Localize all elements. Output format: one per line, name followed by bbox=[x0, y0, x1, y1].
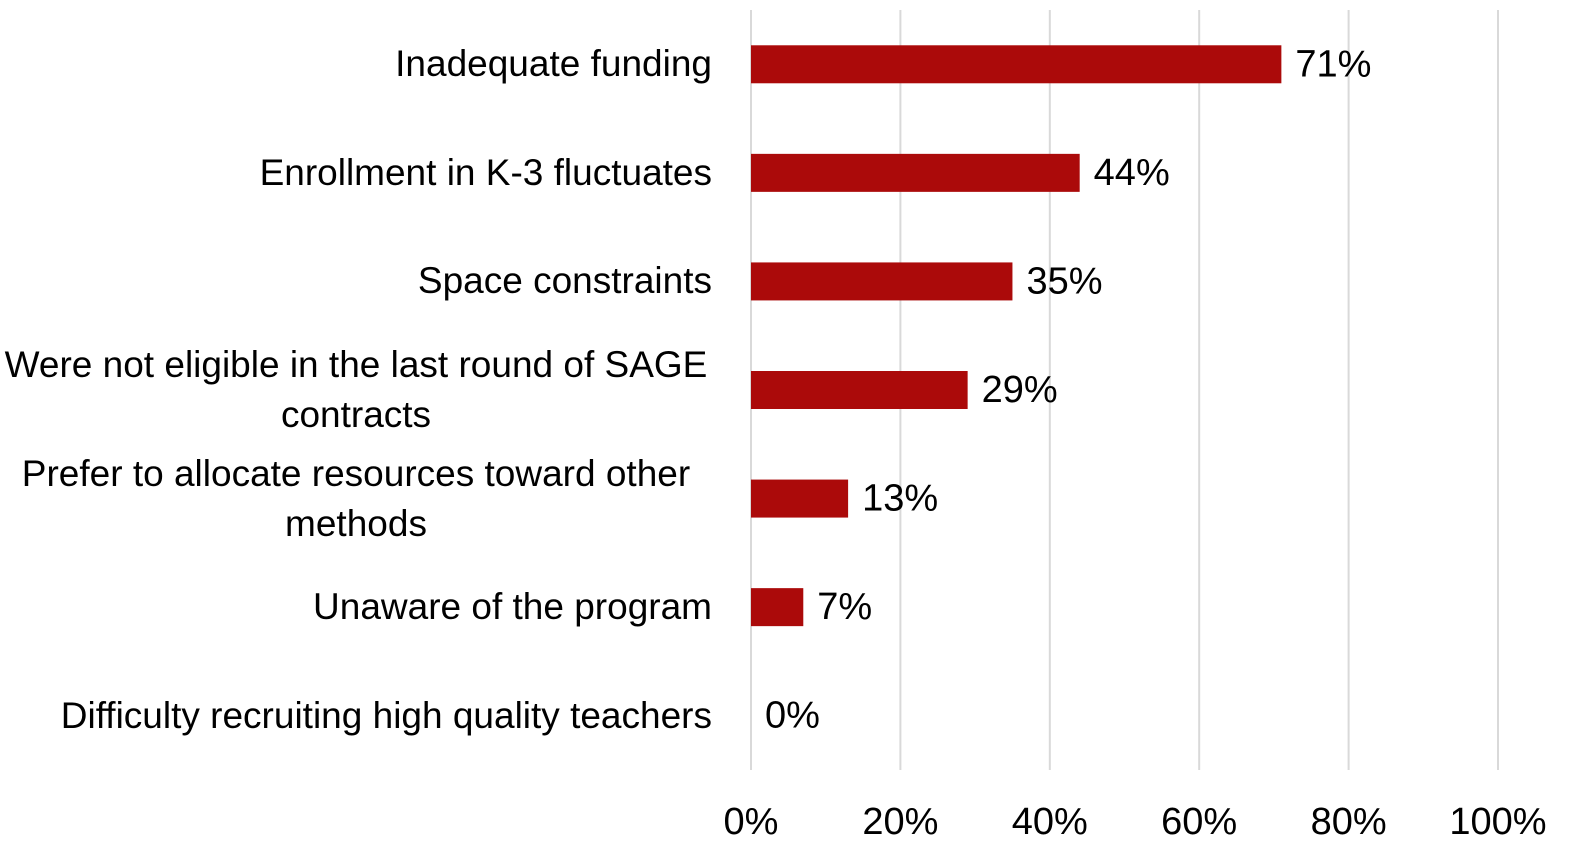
x-tick-label: 20% bbox=[862, 801, 938, 843]
data-label: 35% bbox=[1026, 260, 1102, 302]
data-label: 44% bbox=[1094, 152, 1170, 194]
data-label: 13% bbox=[862, 478, 938, 520]
data-label: 29% bbox=[982, 369, 1058, 411]
y-tick-label: Enrollment in K-3 fluctuates bbox=[0, 119, 712, 228]
x-tick-label: 100% bbox=[1449, 801, 1546, 843]
y-tick-label: Difficulty recruiting high quality teach… bbox=[0, 661, 712, 770]
bar bbox=[751, 479, 849, 518]
category-text: Unaware of the program bbox=[313, 586, 712, 628]
data-label: 7% bbox=[817, 586, 872, 628]
y-tick-label: Unaware of the program bbox=[0, 553, 712, 662]
category-text: Difficulty recruiting high quality teach… bbox=[60, 694, 712, 736]
y-tick-label: Prefer to allocate resources toward othe… bbox=[0, 444, 712, 553]
x-tick-label: 80% bbox=[1311, 801, 1387, 843]
y-tick-label: Were not eligible in the last round of S… bbox=[0, 336, 712, 445]
bar bbox=[751, 153, 1080, 192]
category-text: Prefer to allocate resources toward othe… bbox=[21, 452, 691, 544]
category-text: Space constraints bbox=[417, 260, 712, 302]
bar bbox=[751, 371, 968, 409]
bar bbox=[751, 588, 804, 627]
category-text: Enrollment in K-3 fluctuates bbox=[259, 151, 712, 193]
bar bbox=[751, 45, 1282, 84]
y-tick-label: Space constraints bbox=[0, 227, 712, 336]
category-text: Were not eligible in the last round of S… bbox=[4, 343, 708, 435]
data-label: 71% bbox=[1295, 43, 1371, 85]
data-label: 0% bbox=[765, 695, 820, 737]
x-tick-label: 0% bbox=[724, 801, 779, 843]
x-tick-label: 60% bbox=[1161, 801, 1237, 843]
bar bbox=[751, 262, 1013, 301]
x-tick-label: 40% bbox=[1012, 801, 1088, 843]
category-text: Inadequate funding bbox=[395, 43, 712, 85]
y-tick-label: Inadequate funding bbox=[0, 10, 712, 119]
